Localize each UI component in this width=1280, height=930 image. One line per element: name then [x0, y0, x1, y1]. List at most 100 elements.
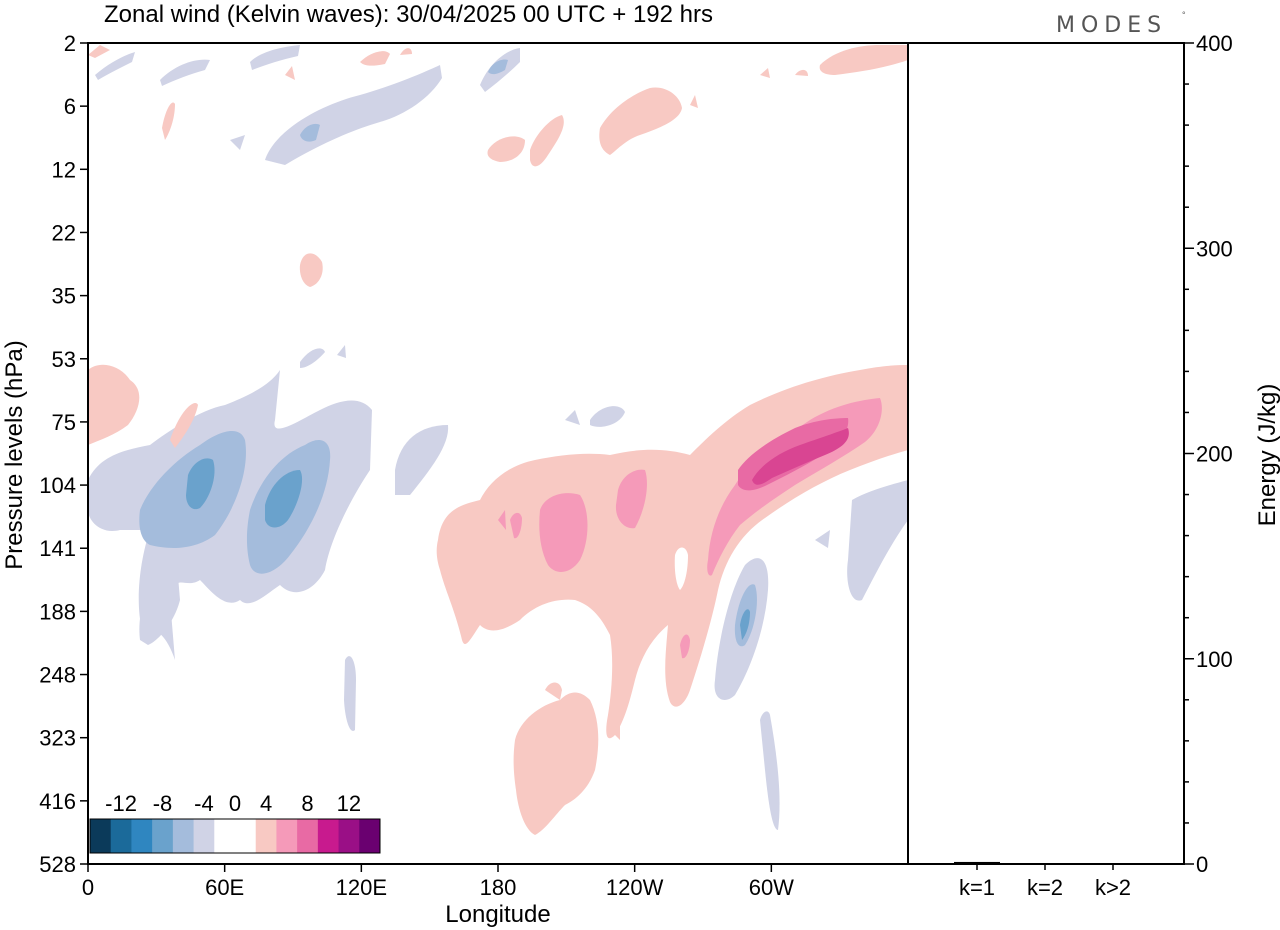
y-tick-label: 6: [64, 94, 76, 119]
colorbar-label: 0: [229, 791, 241, 816]
energy-axis-tick-labels: 0 100 200 300 400: [1196, 31, 1233, 877]
contour-field: [88, 45, 908, 835]
y-tick-label: 22: [52, 220, 76, 245]
pos-core-1: [539, 493, 588, 572]
y-tick-label: 188: [39, 599, 76, 624]
y-tick-label: 323: [39, 726, 76, 751]
energy-bar: [1022, 863, 1068, 864]
chart-title: Zonal wind (Kelvin waves): 30/04/2025 00…: [104, 1, 713, 28]
colorbar-swatch: [317, 819, 340, 853]
pos-region-left-upper: [88, 364, 140, 445]
colorbar-swatch: [235, 819, 257, 853]
y-tick-label: 35: [52, 284, 76, 309]
x-axis-ticks: [87, 864, 773, 872]
colorbar-label: -4: [194, 791, 214, 816]
colorbar-frame: [89, 818, 381, 854]
y-tick-label: 104: [39, 473, 76, 498]
y-tick-label: 12: [52, 157, 76, 182]
energy-category-label: k=2: [1027, 875, 1063, 900]
x-tick-label: 120W: [606, 875, 664, 900]
x-axis-tick-labels: 0 60E 120E 180 120W 60W: [82, 875, 794, 900]
colorbar-swatch: [193, 819, 215, 853]
pos-core-4: [510, 512, 522, 539]
pos-region-lower-2: [545, 682, 562, 700]
energy-tick-label: 200: [1196, 442, 1233, 467]
colorbar-label: 8: [301, 791, 313, 816]
colorbar-swatch: [297, 819, 319, 853]
colorbar-swatch: [276, 819, 298, 853]
energy-bar: [1090, 863, 1136, 864]
energy-bar: [954, 861, 1000, 864]
colorbar-label: 4: [260, 791, 272, 816]
y-tick-label: 141: [39, 536, 76, 561]
colorbar-label: -8: [153, 791, 173, 816]
colorbar: [89, 818, 381, 854]
energy-axis-label: Energy (J/kg): [1254, 384, 1280, 527]
colorbar-swatch: [90, 819, 112, 853]
pos-region-small-1: [170, 403, 198, 448]
pos-region-lower-3: [610, 720, 620, 740]
neg-region-upper-4: [250, 45, 300, 70]
colorbar-swatch: [214, 819, 236, 853]
y-axis-tick-labels: 2 6 12 22 35 53 75 104 141 188 248 323 416 528: [39, 31, 76, 877]
energy-tick-label: 400: [1196, 31, 1233, 56]
pos-region-upper-10: [690, 95, 698, 108]
pos-region-upper-12: [795, 69, 808, 76]
pos-region-upper-left: [88, 45, 110, 58]
neg-region-blob-2: [565, 410, 580, 425]
x-tick-label: 0: [82, 875, 94, 900]
x-tick-label: 120E: [336, 875, 387, 900]
neg-region-slant-left: [139, 540, 180, 645]
pos-region-upper-9: [599, 87, 682, 155]
energy-bars: [954, 861, 1136, 864]
pos-region-upper-2: [162, 102, 175, 140]
modes-logo: MODES: [1056, 13, 1167, 38]
neg-region-right: [847, 480, 908, 601]
y-tick-label: 416: [39, 789, 76, 814]
neg-region-right-small: [815, 530, 830, 548]
y-tick-label: 53: [52, 347, 76, 372]
pos-core-2: [615, 469, 647, 529]
neg-region-upper-1: [265, 65, 442, 165]
colorbar-label: -12: [105, 791, 137, 816]
colorbar-label: 12: [337, 791, 361, 816]
neg-region-lower-3: [344, 656, 356, 731]
pos-region-hole: [674, 547, 688, 590]
neg-region-upper-small: [300, 348, 325, 368]
pos-region-lower: [513, 692, 599, 835]
pos-region-upper-6: [299, 253, 323, 287]
neg-region-upper-2: [160, 59, 210, 86]
x-axis-label: Longitude: [445, 901, 550, 928]
energy-category-label: k=1: [959, 875, 995, 900]
energy-axis-ticks: [1184, 42, 1194, 865]
energy-category-label: k>2: [1095, 875, 1131, 900]
energy-tick-label: 300: [1196, 236, 1233, 261]
y-tick-label: 528: [39, 852, 76, 877]
colorbar-swatch: [338, 819, 360, 853]
colorbar-labels: -12 -8 -4 0 4 8 12: [105, 791, 361, 816]
pos-region-upper-5: [400, 48, 412, 55]
x-tick-label: 60W: [749, 875, 794, 900]
pos-region-upper-4: [360, 51, 390, 66]
neg-region-mid-small: [395, 425, 449, 495]
colorbar-swatch: [172, 819, 195, 853]
y-axis-label: Pressure levels (hPa): [1, 340, 28, 569]
x-tick-label: 180: [480, 875, 517, 900]
y-tick-label: 75: [52, 410, 76, 435]
energy-plot-frame: [907, 42, 1185, 865]
colorbar-swatch: [110, 819, 132, 853]
colorbar-swatch: [359, 819, 381, 853]
pos-region-upper-11: [760, 68, 770, 78]
colorbar-swatch: [152, 819, 174, 853]
x-tick-label: 60E: [205, 875, 244, 900]
y-tick-label: 2: [64, 31, 76, 56]
pos-core-6: [680, 634, 690, 659]
logo-mark: °: [1182, 10, 1186, 20]
neg-core-1: [186, 458, 215, 510]
energy-category-labels: k=1 k=2 k>2: [959, 864, 1131, 900]
neg-region-lower-2: [760, 711, 780, 830]
pos-region-upper-8: [530, 115, 564, 167]
neg-region-upper-small2: [337, 345, 346, 358]
neg-region-blob-1: [590, 406, 625, 427]
